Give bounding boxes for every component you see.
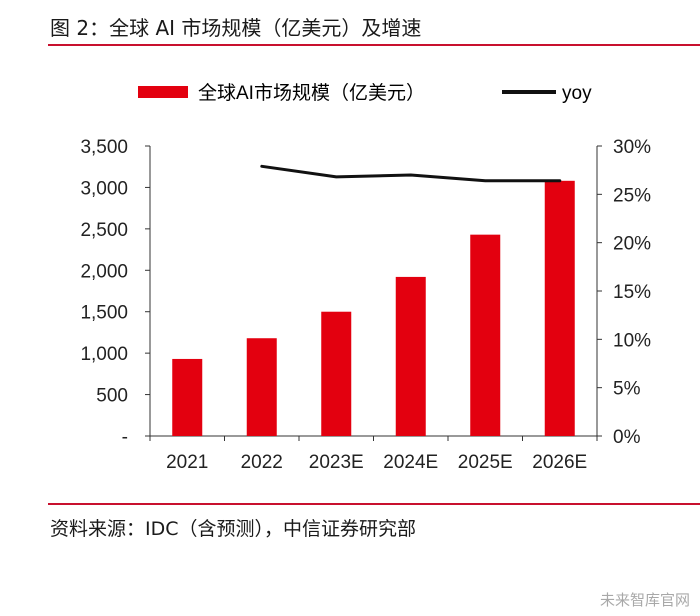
bar-2025E	[470, 234, 501, 436]
bottom-divider	[48, 503, 700, 505]
left-axis-tick-label: 2,500	[80, 220, 128, 241]
bar-2023E	[321, 311, 352, 436]
bar-2024E	[395, 276, 426, 436]
figure-title: 图 2：全球 AI 市场规模（亿美元）及增速	[50, 16, 422, 40]
left-axis-tick-label: 1,500	[80, 303, 128, 324]
bar-2022	[246, 338, 277, 436]
left-axis-tick-label: 500	[96, 386, 128, 407]
left-axis-tick-label: 3,500	[80, 137, 128, 158]
left-axis-tick-label: 1,000	[80, 344, 128, 365]
x-axis-tick-label: 2021	[166, 452, 208, 473]
left-axis-tick-label: -	[122, 427, 128, 448]
top-divider	[48, 44, 700, 46]
right-axis-tick-label: 10%	[613, 330, 651, 351]
x-axis-tick-label: 2025E	[458, 452, 513, 473]
right-axis-tick-label: 15%	[613, 282, 651, 303]
legend: 全球AI市场规模（亿美元） yoy	[138, 82, 592, 104]
watermark: 未来智库官网	[599, 591, 690, 609]
right-axis-tick-label: 5%	[613, 379, 641, 400]
bar-2026E	[544, 180, 575, 436]
legend-bar-label: 全球AI市场规模（亿美元）	[198, 82, 425, 104]
left-axis-tick-label: 2,000	[80, 261, 128, 282]
x-axis-tick-label: 2023E	[309, 452, 364, 473]
source-note: 资料来源：IDC（含预测），中信证券研究部	[50, 518, 417, 540]
bar-2021	[172, 358, 203, 436]
right-axis-tick-label: 30%	[613, 137, 651, 158]
right-axis-tick-label: 0%	[613, 427, 641, 448]
right-axis-tick-label: 20%	[613, 234, 651, 255]
right-axis-tick-label: 25%	[613, 185, 651, 206]
yoy-line-series	[260, 164, 562, 183]
x-axis-tick-label: 2022	[241, 452, 283, 473]
yoy-line	[260, 164, 562, 183]
bar-series	[172, 180, 575, 436]
legend-bar-swatch	[138, 86, 188, 98]
left-axis-tick-label: 3,000	[80, 178, 128, 199]
x-axis-tick-label: 2026E	[532, 452, 587, 473]
x-axis-tick-label: 2024E	[383, 452, 438, 473]
legend-line-label: yoy	[562, 83, 592, 104]
axis-labels: - 500 1,000 1,500 2,000 2,500 3,000 3,500 0% 5% 10…	[80, 137, 651, 473]
axes	[145, 145, 602, 441]
